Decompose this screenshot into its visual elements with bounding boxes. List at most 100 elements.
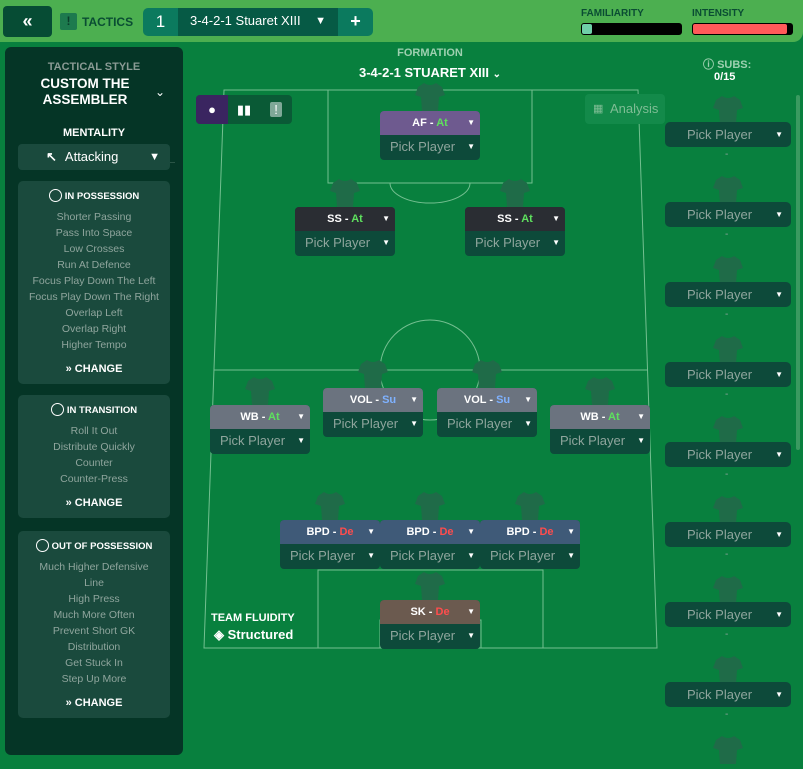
change-button[interactable]: » CHANGE (18, 363, 170, 375)
dropdown-arrow-icon: ▼ (297, 412, 305, 421)
instruction-item: Pass Into Space (55, 227, 133, 239)
tactics-view-button[interactable]: ! (260, 95, 292, 124)
tactical-style-name[interactable]: CUSTOM THE ASSEMBLER (40, 76, 130, 107)
role-duty: Su (382, 394, 397, 406)
instruction-item: Counter-Press (60, 473, 128, 485)
double-chevron-right-icon: » (65, 697, 75, 709)
role-name: WB (240, 411, 259, 423)
shirt-icon (712, 94, 744, 124)
team-fluidity-value: ◈ Structured (214, 627, 293, 643)
transition-icon (50, 403, 64, 416)
player-select[interactable]: Pick Player ▼ (323, 412, 423, 437)
player-select[interactable]: Pick Player ▼ (437, 412, 537, 437)
player-select[interactable]: Pick Player ▼ (380, 135, 480, 160)
dropdown-arrow-icon: ▼ (467, 631, 475, 640)
role-select[interactable]: WB - At ▼ (210, 405, 310, 429)
shirt-icon (712, 574, 744, 604)
player-view-button[interactable]: ● (196, 95, 228, 124)
role-select[interactable]: SK - De ▼ (380, 600, 480, 624)
role-select[interactable]: BPD - De ▼ (480, 520, 580, 544)
sub-slot[interactable]: Pick Player ▼ (665, 362, 791, 387)
bar-chart-icon: ▮▮ (236, 102, 252, 117)
analysis-button[interactable]: ▦ Analysis (585, 94, 665, 124)
chevron-down-icon: ⌄ (492, 69, 502, 80)
role-select[interactable]: WB - At ▼ (550, 405, 650, 429)
sub-player: Pick Player (687, 207, 753, 222)
shirt-icon (414, 570, 446, 600)
instruction-item: Overlap Right (61, 323, 127, 335)
shirt-icon (414, 81, 446, 111)
chevron-down-icon[interactable]: ⌄ (155, 85, 166, 99)
sub-slot[interactable]: Pick Player ▼ (665, 202, 791, 227)
sub-slot[interactable]: Pick Player ▼ (665, 282, 791, 307)
dropdown-arrow-icon: ▼ (567, 527, 575, 536)
instruction-item: Get Stuck In (65, 657, 123, 669)
role-select[interactable]: SS - At ▼ (295, 207, 395, 231)
formation-label: FORMATION (397, 47, 463, 59)
role-select[interactable]: VOL - Su ▼ (323, 388, 423, 412)
player-select[interactable]: Pick Player ▼ (380, 624, 480, 649)
intensity-bar[interactable] (692, 23, 793, 35)
stats-view-button[interactable]: ▮▮ (228, 95, 260, 124)
instruction-item: Counter (75, 457, 113, 469)
change-button[interactable]: » CHANGE (18, 697, 170, 709)
tactics-icon: ! (60, 13, 77, 30)
player-select[interactable]: Pick Player ▼ (295, 231, 395, 256)
sub-empty: - (725, 309, 729, 320)
shirt-icon (712, 254, 744, 284)
subs-count: 0/15 (714, 71, 736, 83)
dropdown-arrow-icon: ▼ (775, 450, 783, 459)
add-tactic-button[interactable]: + (350, 11, 361, 31)
tactic-select[interactable]: 3-4-2-1 Stuaret XIII ▼ (178, 8, 338, 36)
shirt-icon (314, 490, 346, 520)
scrollbar[interactable] (796, 95, 800, 450)
position-card: SK - De ▼ Pick Player ▼ (380, 600, 480, 649)
sub-slot[interactable]: Pick Player ▼ (665, 682, 791, 707)
shirt-icon (584, 375, 616, 405)
familiarity-bar[interactable] (581, 23, 682, 35)
instruction-item: Step Up More (61, 673, 127, 685)
sub-slot[interactable]: Pick Player ▼ (665, 442, 791, 467)
sub-slot[interactable]: Pick Player ▼ (665, 522, 791, 547)
role-name: SS (497, 213, 512, 225)
chevron-down-icon: ▼ (149, 151, 160, 163)
shirt-icon (712, 654, 744, 684)
view-toggle: ● ▮▮ ! (196, 95, 292, 124)
dropdown-arrow-icon: ▼ (467, 118, 475, 127)
role-name: SS (327, 213, 342, 225)
role-select[interactable]: VOL - Su ▼ (437, 388, 537, 412)
change-button[interactable]: » CHANGE (18, 497, 170, 509)
diamond-icon: ◈ (214, 627, 228, 642)
role-select[interactable]: BPD - De ▼ (280, 520, 380, 544)
tactic-slot-1[interactable]: 1 (155, 12, 166, 31)
player-select[interactable]: Pick Player ▼ (480, 544, 580, 569)
back-button[interactable]: « (3, 6, 52, 37)
player-select[interactable]: Pick Player ▼ (550, 429, 650, 454)
subs-header: ⓘ SUBS: (703, 56, 751, 72)
info-icon[interactable]: ⓘ (703, 59, 718, 71)
sub-slot[interactable]: Pick Player ▼ (665, 602, 791, 627)
dropdown-arrow-icon: ▼ (775, 690, 783, 699)
player-select[interactable]: Pick Player ▼ (465, 231, 565, 256)
subs-label: SUBS: (717, 59, 752, 71)
panel-title-text: IN TRANSITION (66, 405, 138, 416)
dropdown-arrow-icon: ▼ (467, 551, 475, 560)
role-select[interactable]: AF - At ▼ (380, 111, 480, 135)
role-select[interactable]: SS - At ▼ (465, 207, 565, 231)
player-select[interactable]: Pick Player ▼ (380, 544, 480, 569)
mentality-select[interactable]: ↖ Attacking ▼ (18, 144, 170, 170)
formation-select[interactable]: 3-4-2-1 STUARET XIII ⌄ (330, 65, 530, 80)
player-select[interactable]: Pick Player ▼ (210, 429, 310, 454)
shirt-icon (514, 490, 546, 520)
sub-slot[interactable]: Pick Player ▼ (665, 122, 791, 147)
player-name: Pick Player (333, 416, 399, 431)
dropdown-arrow-icon: ▼ (467, 142, 475, 151)
panel-title-text: IN POSSESSION (64, 191, 140, 202)
role-select[interactable]: BPD - De ▼ (380, 520, 480, 544)
dropdown-arrow-icon: ▼ (775, 370, 783, 379)
position-card: SS - At ▼ Pick Player ▼ (465, 207, 565, 256)
intensity-label: INTENSITY (692, 8, 745, 19)
player-select[interactable]: Pick Player ▼ (280, 544, 380, 569)
position-card: BPD - De ▼ Pick Player ▼ (280, 520, 380, 569)
sub-empty: - (725, 549, 729, 560)
